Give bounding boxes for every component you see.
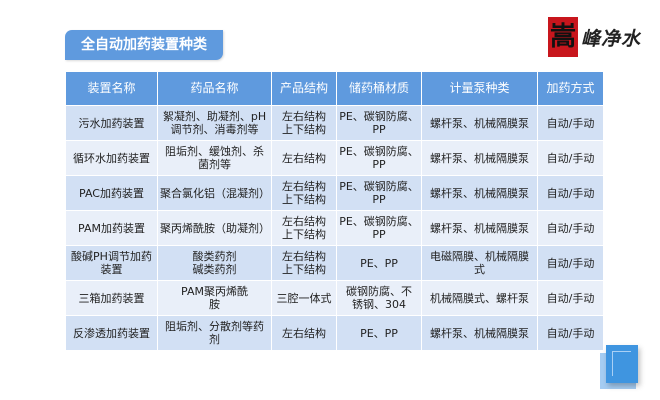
cell-pump-type: 螺杆泵、机械隔膜泵 [421, 175, 538, 211]
cell-tank-material: PE、PP [336, 315, 422, 351]
cell-chemical-name: PAM聚丙烯酰 胺 [157, 280, 272, 316]
cell-dosing-mode: 自动/手动 [537, 175, 604, 211]
cell-dosing-mode: 自动/手动 [537, 210, 604, 246]
logo-seal: 嵩 [548, 17, 578, 57]
cell-pump-type: 螺杆泵、机械隔膜泵 [421, 210, 538, 246]
header-tank-material: 储药桶材质 [336, 71, 422, 106]
cell-structure: 左右结构 上下结构 [271, 175, 337, 211]
table-row: 三箱加药装置 PAM聚丙烯酰 胺三腔一体式 碳钢防腐、不 锈钢、304 机械隔膜式、螺… [65, 280, 604, 316]
cell-chemical-name: 聚合氯化铝（混凝剂） [157, 175, 272, 211]
cell-dosing-mode: 自动/手动 [537, 280, 604, 316]
dosing-device-table: 装置名称 药品名称 产品结构 储药桶材质 计量泵种类 加药方式 污水加药装置 絮凝… [65, 71, 604, 351]
cell-device-name: PAC加药装置 [65, 175, 158, 211]
cell-chemical-name: 絮凝剂、助凝剂、pH 调节剂、消毒剂等 [157, 105, 272, 141]
table-row: 循环水加药装置 阻垢剂、缓蚀剂、杀 菌剂等 左右结构 PE、碳钢防腐、 PP 螺杆泵、机… [65, 140, 604, 176]
cell-structure: 左右结构 上下结构 [271, 245, 337, 281]
cell-device-name: 污水加药装置 [65, 105, 158, 141]
cell-chemical-name: 阻垢剂、分散剂等药 剂 [157, 315, 272, 351]
page-corner-decoration-icon [600, 345, 640, 390]
cell-dosing-mode: 自动/手动 [537, 140, 604, 176]
cell-pump-type: 电磁隔膜、机械隔膜 式 [421, 245, 538, 281]
cell-pump-type: 机械隔膜式、螺杆泵 [421, 280, 538, 316]
table-row: PAC加药装置 聚合氯化铝（混凝剂） 左右结构 上下结构 PE、碳钢防腐、 PP 螺杆泵… [65, 175, 604, 211]
cell-device-name: 反渗透加药装置 [65, 315, 158, 351]
company-logo: 嵩 峰净水 [548, 12, 641, 62]
table-row: PAM加药装置 聚丙烯酰胺（助凝剂） 左右结构 上下结构 PE、碳钢防腐、 PP 螺杆泵… [65, 210, 604, 246]
cell-tank-material: 碳钢防腐、不 锈钢、304 [336, 280, 422, 316]
cell-tank-material: PE、碳钢防腐、 PP [336, 140, 422, 176]
cell-dosing-mode: 自动/手动 [537, 245, 604, 281]
cell-pump-type: 螺杆泵、机械隔膜泵 [421, 105, 538, 141]
cell-device-name: 酸碱PH调节加药 装置 [65, 245, 158, 281]
page-title: 全自动加药装置种类 [65, 30, 223, 60]
cell-tank-material: PE、PP [336, 245, 422, 281]
logo-text: 峰净水 [581, 27, 642, 50]
table-header-row: 装置名称 药品名称 产品结构 储药桶材质 计量泵种类 加药方式 [65, 71, 604, 106]
table-row: 酸碱PH调节加药 装置 酸类药剂 碱类药剂 左右结构 上下结构 PE、PP 电磁隔膜、机… [65, 245, 604, 281]
header-pump-type: 计量泵种类 [421, 71, 538, 106]
cell-structure: 左右结构 上下结构 [271, 105, 337, 141]
table-row: 反渗透加药装置 阻垢剂、分散剂等药 剂左右结构 PE、PP 螺杆泵、机械隔膜泵 自动/手… [65, 315, 604, 351]
cell-tank-material: PE、碳钢防腐、 PP [336, 105, 422, 141]
cell-chemical-name: 聚丙烯酰胺（助凝剂） [157, 210, 272, 246]
cell-tank-material: PE、碳钢防腐、 PP [336, 175, 422, 211]
cell-tank-material: PE、碳钢防腐、 PP [336, 210, 422, 246]
table-row: 污水加药装置 絮凝剂、助凝剂、pH 调节剂、消毒剂等 左右结构 上下结构 PE、碳钢防… [65, 105, 604, 141]
cell-pump-type: 螺杆泵、机械隔膜泵 [421, 315, 538, 351]
cell-device-name: 循环水加药装置 [65, 140, 158, 176]
cell-dosing-mode: 自动/手动 [537, 315, 604, 351]
cell-structure: 左右结构 上下结构 [271, 210, 337, 246]
cell-structure: 左右结构 [271, 140, 337, 176]
cell-structure: 三腔一体式 [271, 280, 337, 316]
cell-device-name: 三箱加药装置 [65, 280, 158, 316]
header-dosing-mode: 加药方式 [537, 71, 604, 106]
cell-structure: 左右结构 [271, 315, 337, 351]
cell-pump-type: 螺杆泵、机械隔膜泵 [421, 140, 538, 176]
header-chemical-name: 药品名称 [157, 71, 272, 106]
header-device-name: 装置名称 [65, 71, 158, 106]
cell-device-name: PAM加药装置 [65, 210, 158, 246]
cell-dosing-mode: 自动/手动 [537, 105, 604, 141]
header-structure: 产品结构 [271, 71, 337, 106]
cell-chemical-name: 阻垢剂、缓蚀剂、杀 菌剂等 [157, 140, 272, 176]
cell-chemical-name: 酸类药剂 碱类药剂 [157, 245, 272, 281]
